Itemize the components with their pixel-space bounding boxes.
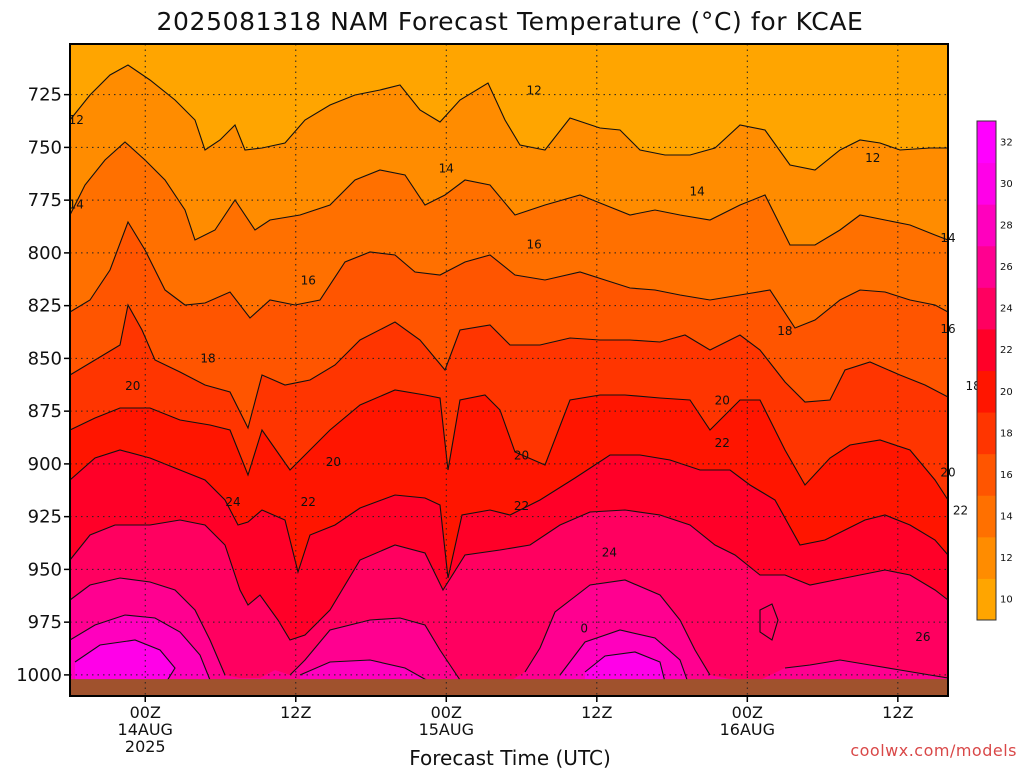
colorbar-swatch	[977, 370, 996, 413]
colorbar-tick-label: 24	[1000, 304, 1013, 315]
y-tick-label: 950	[28, 559, 62, 580]
colorbar-swatch	[977, 287, 996, 330]
contour-label: 16	[301, 273, 316, 287]
contour-label: 20	[326, 455, 341, 469]
contour-26	[69, 577, 949, 681]
contour-label: 0	[580, 621, 588, 635]
contour-18	[69, 303, 949, 430]
colorbar-tick-label: 12	[1000, 553, 1013, 564]
colorbar-tick-label: 28	[1000, 220, 1013, 231]
y-axis: 725 750 775 800 825 850 875 900 925 950 975 1000	[16, 85, 70, 686]
x-tick-label: 00Z	[431, 703, 462, 722]
contour-16	[69, 220, 949, 329]
contour-label: 24	[602, 546, 617, 560]
x-tick-label: 15AUG	[419, 720, 474, 739]
contour-28	[69, 614, 691, 689]
x-tick-label: 12Z	[581, 703, 612, 722]
y-tick-label: 825	[28, 296, 62, 317]
contour-label: 18	[777, 324, 792, 338]
x-tick-label: 12Z	[882, 703, 913, 722]
colorbar-tick-label: 26	[1000, 262, 1013, 273]
colorbar-swatch	[977, 495, 996, 538]
colorbar-tick-label: 20	[1000, 387, 1013, 398]
band-30-32b	[585, 652, 665, 684]
colorbar-swatch	[977, 412, 996, 455]
contour-label: 20	[125, 379, 140, 393]
contour-22	[69, 449, 949, 579]
colorbar-tick-label: 14	[1000, 512, 1013, 523]
contour-label: 26	[915, 630, 930, 644]
y-tick-label: 750	[28, 137, 62, 158]
x-tick-label: 12Z	[280, 703, 311, 722]
contour-label: 22	[301, 495, 316, 509]
y-tick-label: 775	[28, 190, 62, 211]
contour-label: 12	[69, 113, 84, 127]
contour-label: 12	[865, 151, 880, 165]
colorbar-swatch	[977, 162, 996, 205]
colorbar-frame	[976, 120, 997, 621]
band-24-26	[70, 510, 948, 696]
y-tick-label: 875	[28, 401, 62, 422]
contour-label: 22	[953, 503, 968, 517]
contour-26-pocket	[759, 603, 779, 641]
contour-20	[69, 389, 949, 501]
x-axis-label: Forecast Time (UTC)	[409, 746, 611, 768]
colorbar-swatch	[977, 578, 996, 621]
colorbar-swatch	[977, 245, 996, 288]
contour-24	[69, 509, 949, 641]
plot-frame	[69, 43, 949, 697]
chart-title: 2025081318 NAM Forecast Temperature (°C)…	[157, 7, 864, 36]
y-tick-label: 800	[28, 243, 62, 264]
contour-label: 20	[514, 448, 529, 462]
y-tick-label: 975	[28, 612, 62, 633]
y-tick-label: 1000	[16, 665, 62, 686]
contour-label: 22	[715, 436, 730, 450]
contour-label: 12	[526, 83, 541, 97]
colorbar: 10 12 14 16 18 20 22 24 26 28 30 32	[976, 120, 1013, 621]
colorbar-swatch	[977, 536, 996, 579]
x-tick-label: 2025	[125, 737, 166, 756]
colorbar-tick-label: 16	[1000, 470, 1013, 481]
x-tick-label: 00Z	[130, 703, 161, 722]
x-tick-label: 14AUG	[118, 720, 173, 739]
y-tick-label: 925	[28, 507, 62, 528]
colorbar-tick-label: 10	[1000, 595, 1013, 606]
colorbar-swatch	[977, 453, 996, 496]
colorbar-swatch	[977, 204, 996, 247]
contour-label: 20	[715, 394, 730, 408]
grid-lines	[70, 44, 948, 696]
contour-lines	[69, 64, 949, 689]
contour-label: 14	[690, 185, 705, 199]
x-tick-label: 00Z	[732, 703, 763, 722]
credit-text[interactable]: coolwx.com/models	[850, 741, 1017, 760]
contour-label: 22	[514, 499, 529, 513]
colorbar-tick-label: 22	[1000, 345, 1013, 356]
contour-12	[69, 64, 948, 171]
contour-label: 24	[225, 495, 240, 509]
ground-surface	[70, 679, 948, 696]
y-tick-label: 725	[28, 85, 62, 106]
colorbar-swatch	[977, 121, 996, 164]
colorbar-swatch	[977, 328, 996, 371]
contour-30	[74, 639, 666, 685]
y-tick-label: 900	[28, 454, 62, 475]
band-30-32	[75, 640, 175, 688]
colorbar-tick-label: 32	[1000, 137, 1013, 148]
y-tick-label: 850	[28, 348, 62, 369]
colorbar-tick-label: 30	[1000, 179, 1013, 190]
contour-label: 18	[200, 351, 215, 365]
contour-label: 14	[439, 161, 454, 175]
contour-label: 16	[526, 237, 541, 251]
colorbar-tick-label: 18	[1000, 428, 1013, 439]
x-tick-label: 16AUG	[720, 720, 775, 739]
contour-label: 14	[69, 197, 84, 211]
contour-14	[69, 141, 949, 246]
